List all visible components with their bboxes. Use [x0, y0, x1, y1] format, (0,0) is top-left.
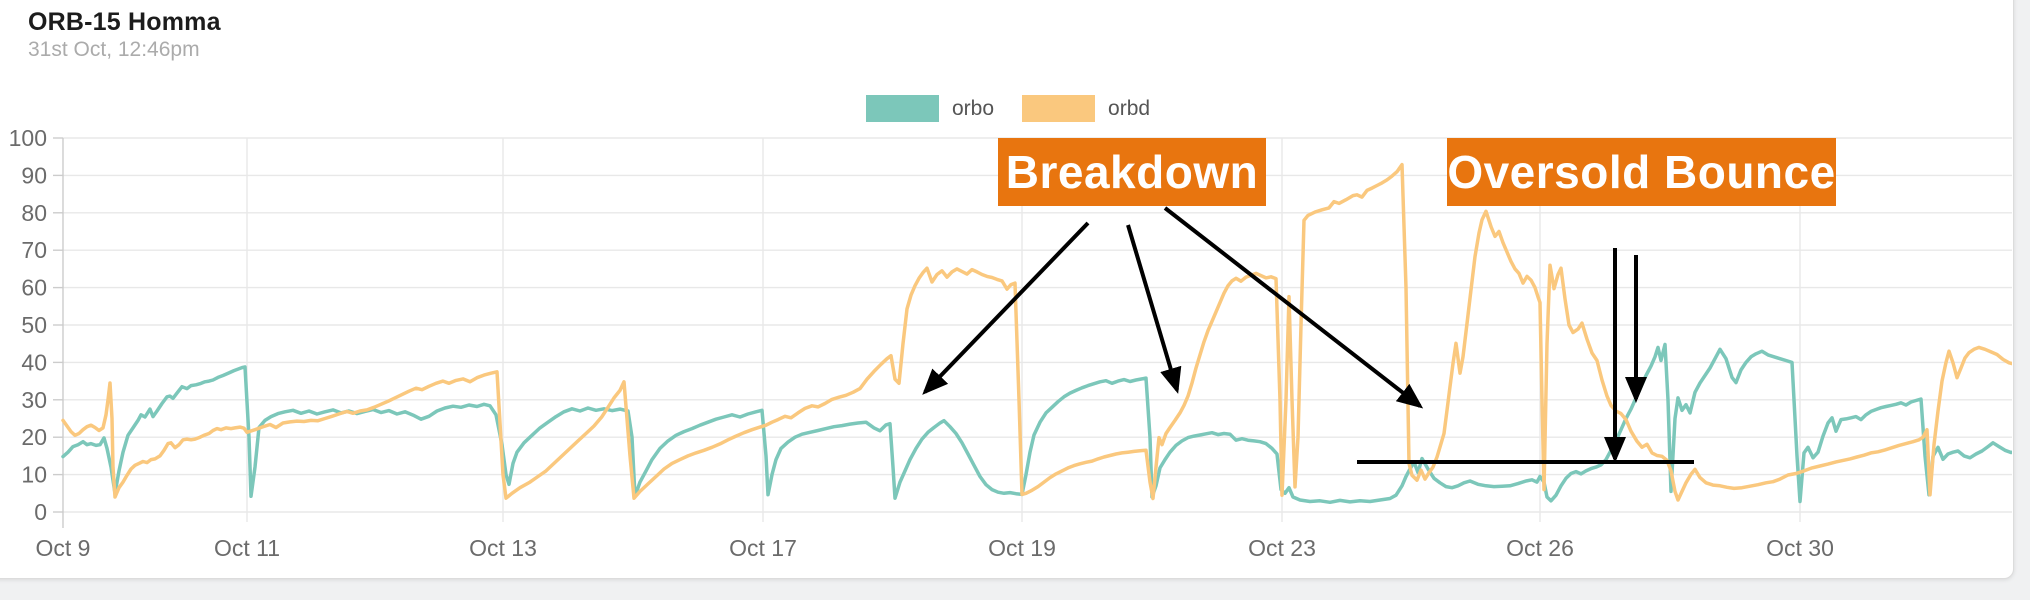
- svg-text:0: 0: [34, 499, 47, 525]
- svg-text:Oct 30: Oct 30: [1766, 535, 1834, 561]
- svg-text:100: 100: [9, 125, 47, 151]
- legend-label-orbd: orbd: [1108, 96, 1151, 120]
- svg-text:30: 30: [21, 387, 47, 413]
- svg-text:50: 50: [21, 312, 47, 338]
- legend-item-orbo[interactable]: orbo: [866, 95, 994, 122]
- svg-text:Oct 26: Oct 26: [1506, 535, 1574, 561]
- svg-text:10: 10: [21, 462, 47, 488]
- svg-text:60: 60: [21, 275, 47, 301]
- svg-text:Oct 9: Oct 9: [36, 535, 91, 561]
- svg-text:40: 40: [21, 349, 47, 375]
- svg-text:Oct 19: Oct 19: [988, 535, 1056, 561]
- legend-label-orbo: orbo: [952, 96, 995, 120]
- legend-swatch-orbo: [866, 95, 939, 122]
- legend-swatch-orbd: [1022, 95, 1096, 122]
- annotation-breakdown-label: Breakdown: [998, 138, 1266, 206]
- chart-subtitle: 31st Oct, 12:46pm: [28, 38, 200, 61]
- svg-text:Oct 13: Oct 13: [469, 535, 537, 561]
- chart-title: ORB-15 Homma: [28, 8, 221, 36]
- legend: orbo orbd: [866, 95, 1150, 122]
- svg-text:70: 70: [21, 237, 47, 263]
- annotation-oversold-bounce-label: Oversold Bounce: [1447, 138, 1836, 206]
- svg-text:Oct 23: Oct 23: [1248, 535, 1316, 561]
- svg-text:80: 80: [21, 200, 47, 226]
- svg-text:20: 20: [21, 424, 47, 450]
- legend-item-orbd[interactable]: orbd: [1022, 95, 1150, 122]
- svg-text:90: 90: [21, 162, 47, 188]
- svg-text:Oct 17: Oct 17: [729, 535, 797, 561]
- svg-text:Oct 11: Oct 11: [214, 535, 280, 561]
